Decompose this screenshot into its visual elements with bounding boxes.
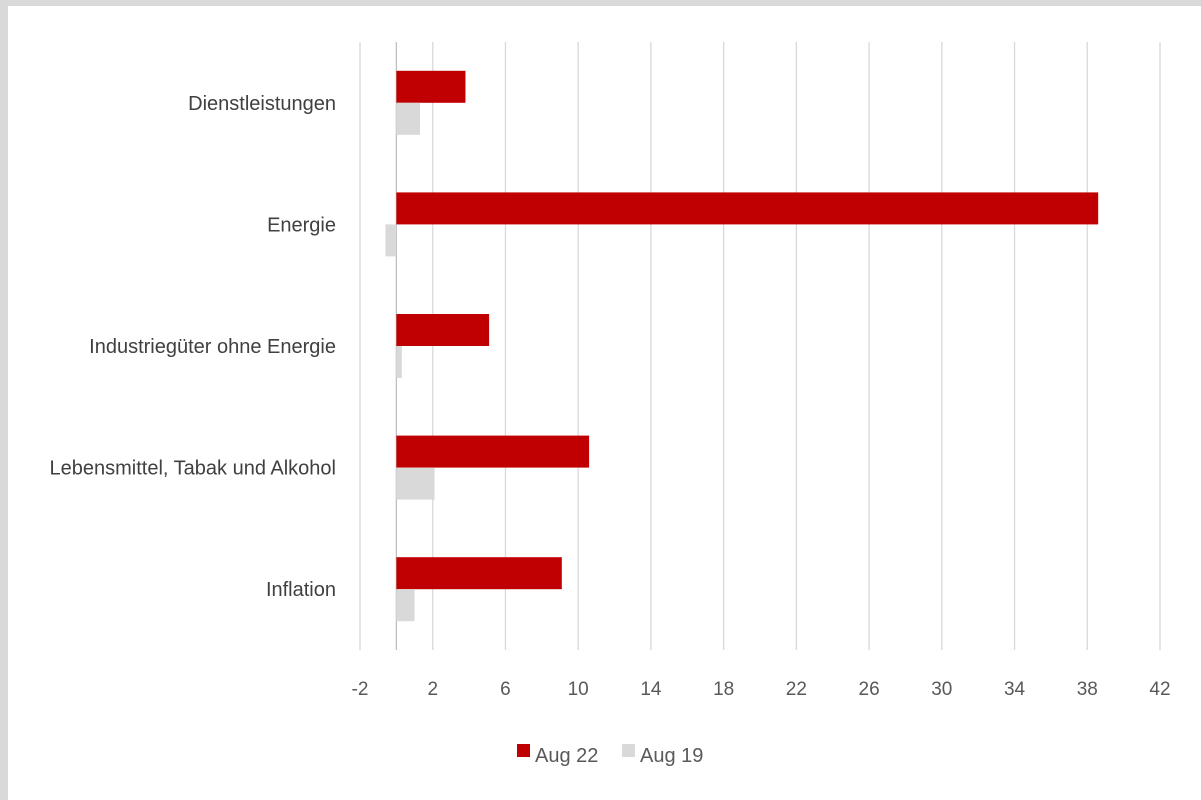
bar-aug19 [396,346,402,378]
bars [385,70,1099,622]
category-label: Lebensmittel, Tabak und Alkohol [50,458,337,480]
category-label: Inflation [266,579,336,601]
category-labels: Dienstleistungen Energie Industriegüter oh… [50,93,337,601]
x-tick-label: 18 [713,679,734,700]
x-tick-label: 6 [500,679,511,700]
bar-aug19 [396,467,435,500]
bar-aug19 [396,589,415,622]
bar-aug22 [396,435,590,468]
x-tick-label: 30 [931,679,952,700]
bar-aug19 [385,224,397,257]
legend-label: Aug 22 [535,745,598,767]
x-tick-labels: -2 2 6 10 14 18 22 26 30 34 38 42 [352,679,1171,700]
bar-aug22 [396,557,562,590]
x-tick-label: 22 [786,679,807,700]
x-tick-label: 26 [859,679,880,700]
x-tick-label: 42 [1149,679,1170,700]
bar-aug19 [396,102,420,135]
chart-frame [8,6,1201,800]
legend: Aug 22 Aug 19 [517,744,703,767]
x-tick-label: 14 [640,679,662,700]
category-label: Dienstleistungen [188,93,336,115]
x-tick-label: -2 [352,679,369,700]
bar-aug22 [396,70,466,103]
x-tick-label: 2 [427,679,438,700]
bar-aug22 [396,314,490,346]
bar-aug22 [396,192,1099,225]
category-label: Industriegüter ohne Energie [89,336,336,358]
category-label: Energie [267,214,336,236]
legend-label: Aug 19 [640,745,703,767]
legend-swatch [517,744,530,757]
x-tick-label: 10 [568,679,589,700]
x-tick-label: 38 [1077,679,1098,700]
legend-swatch [622,744,635,757]
x-tick-label: 34 [1004,679,1026,700]
